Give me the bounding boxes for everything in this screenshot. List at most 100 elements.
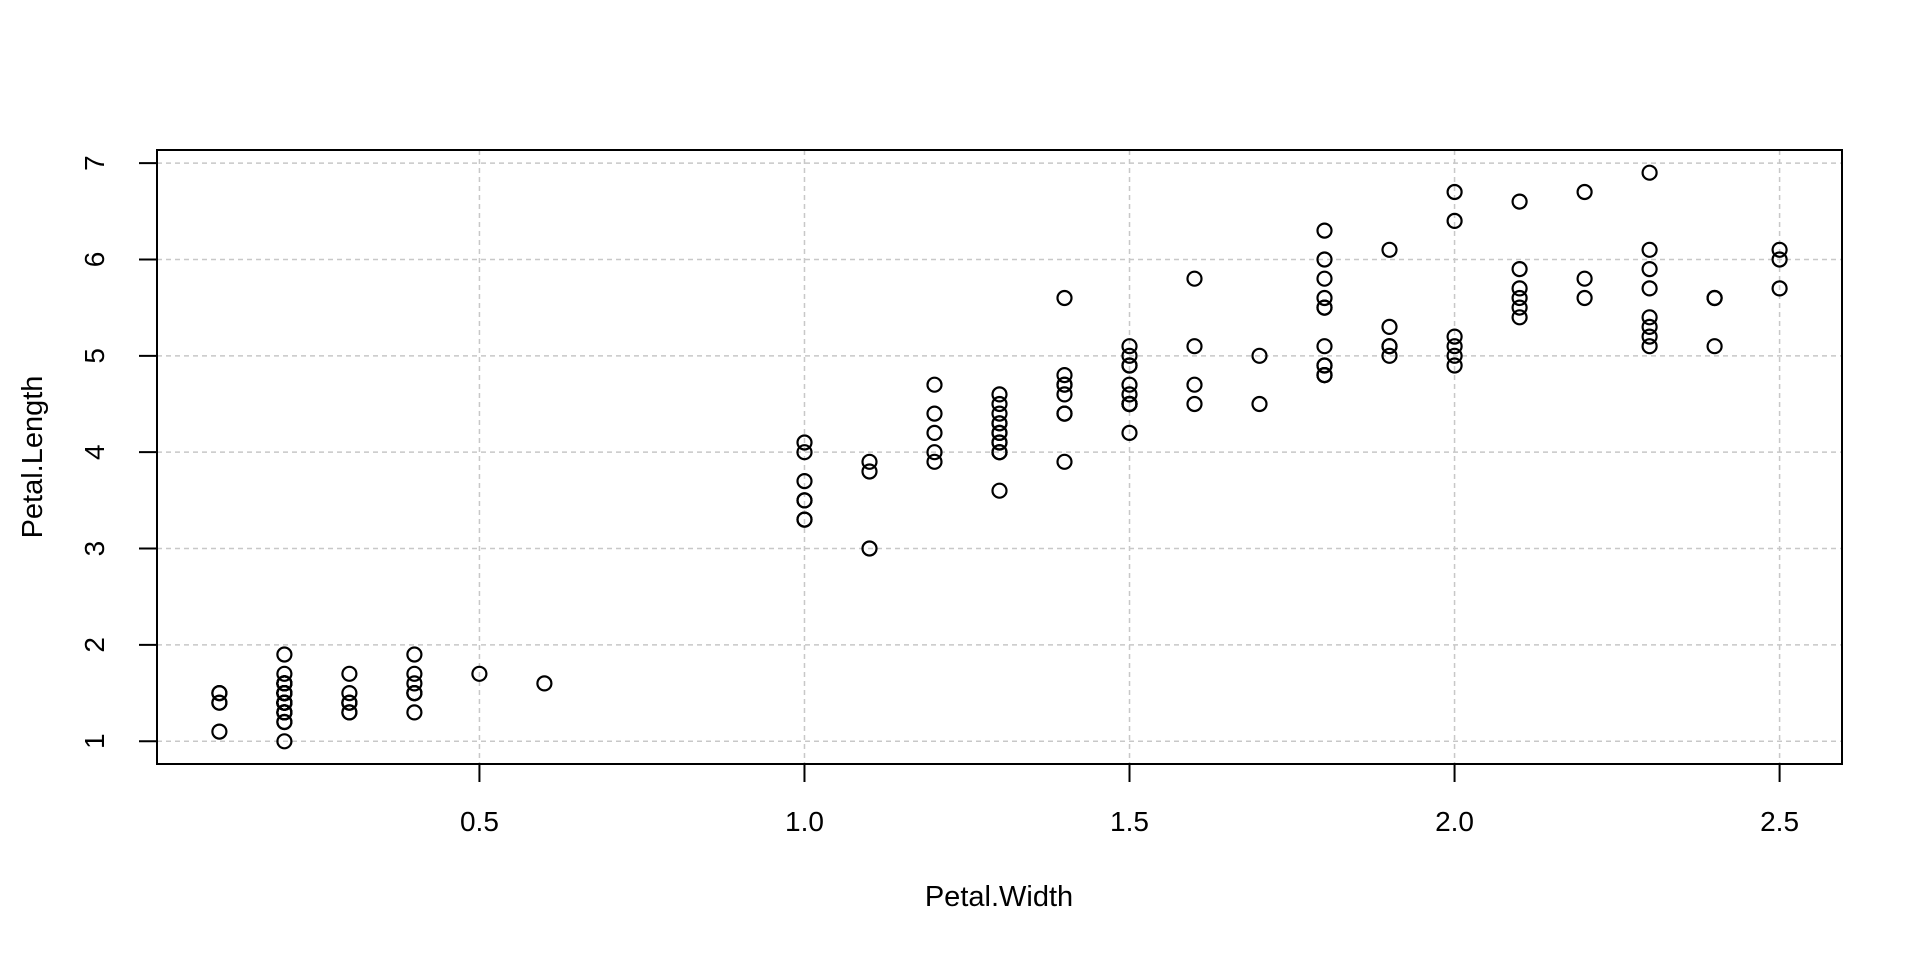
data-point <box>796 511 813 528</box>
data-point <box>1576 289 1593 307</box>
data-point <box>211 723 228 740</box>
x-tick-label: 1.0 <box>785 806 824 837</box>
data-point <box>1641 164 1658 181</box>
data-point <box>991 415 1008 432</box>
data-point <box>1576 183 1593 201</box>
data-point <box>991 386 1008 403</box>
y-tick-label: 1 <box>79 733 110 749</box>
data-point <box>406 646 423 663</box>
data-point <box>1511 193 1528 210</box>
data-point <box>1771 241 1788 258</box>
data-point <box>341 704 358 721</box>
y-axis-title: Petal.Length <box>17 376 49 539</box>
data-point <box>926 376 943 393</box>
data-point <box>276 694 293 711</box>
data-point <box>341 665 358 682</box>
data-point <box>1446 212 1463 229</box>
data-point <box>1121 338 1138 355</box>
data-point <box>1706 289 1723 307</box>
data-point <box>406 704 423 721</box>
data-point <box>1446 328 1463 345</box>
data-point <box>406 675 423 692</box>
data-point <box>1056 367 1073 384</box>
data-point <box>1641 309 1658 326</box>
data-point <box>1251 347 1268 364</box>
data-point <box>926 444 943 461</box>
data-point <box>1121 347 1138 364</box>
data-point <box>1511 299 1528 316</box>
data-point <box>211 694 228 711</box>
plot-border <box>156 149 1843 765</box>
points-layer <box>211 164 1788 750</box>
data-point <box>1446 347 1463 364</box>
data-point <box>1511 289 1528 307</box>
data-point <box>1446 338 1463 355</box>
data-point <box>1251 395 1268 413</box>
data-point <box>1316 338 1333 355</box>
y-tick-label: 5 <box>79 348 110 364</box>
data-point <box>1316 270 1333 287</box>
data-point <box>1316 367 1333 384</box>
data-point <box>1316 357 1333 374</box>
grid-layer <box>157 150 1842 764</box>
data-point <box>1511 309 1528 326</box>
y-tick-label: 3 <box>79 541 110 557</box>
data-point <box>796 434 813 451</box>
data-point <box>1056 386 1073 403</box>
x-tick-label: 2.0 <box>1435 806 1474 837</box>
data-point <box>991 424 1008 441</box>
data-point <box>276 665 293 682</box>
data-point <box>1641 338 1658 355</box>
data-point <box>991 395 1008 413</box>
data-point <box>991 434 1008 451</box>
data-point <box>861 463 878 480</box>
data-point <box>926 424 943 441</box>
data-point <box>1576 270 1593 287</box>
data-point <box>1186 395 1203 413</box>
data-point <box>926 405 943 422</box>
data-point <box>796 444 813 461</box>
data-point <box>536 675 553 692</box>
data-point <box>211 684 228 702</box>
y-tick-label: 6 <box>79 252 110 268</box>
axes-layer: 0.5 1.0 1.5 2.0 2.5 1 2 3 4 5 6 7 <box>79 155 1799 837</box>
data-point <box>471 665 488 682</box>
data-point <box>276 713 293 731</box>
data-point <box>276 675 293 692</box>
data-point <box>1316 222 1333 239</box>
data-point <box>861 540 878 557</box>
x-axis-title: Petal.Width <box>925 881 1073 913</box>
data-point <box>1056 376 1073 393</box>
data-point <box>991 444 1008 461</box>
data-point <box>1381 338 1398 355</box>
data-point <box>406 665 423 682</box>
data-point <box>276 684 293 702</box>
data-point <box>1511 261 1528 278</box>
data-point <box>1186 338 1203 355</box>
data-point <box>1056 289 1073 307</box>
data-point <box>796 473 813 490</box>
data-point <box>1641 328 1658 345</box>
data-point <box>1056 453 1073 470</box>
data-point <box>861 453 878 470</box>
data-point <box>1316 251 1333 268</box>
data-point <box>1381 318 1398 335</box>
data-point <box>1771 251 1788 268</box>
data-point <box>1641 241 1658 258</box>
data-point <box>1381 347 1398 364</box>
data-point <box>796 492 813 509</box>
y-tick-label: 4 <box>79 444 110 460</box>
data-point <box>341 694 358 711</box>
data-point <box>1446 357 1463 374</box>
data-point <box>1706 338 1723 355</box>
data-point <box>406 684 423 702</box>
x-tick-label: 1.5 <box>1110 806 1149 837</box>
data-point <box>341 684 358 702</box>
x-tick-label: 0.5 <box>460 806 499 837</box>
data-point <box>1511 280 1528 297</box>
data-point <box>1381 241 1398 258</box>
data-point <box>926 453 943 470</box>
data-point <box>1641 318 1658 335</box>
data-point <box>276 733 293 750</box>
